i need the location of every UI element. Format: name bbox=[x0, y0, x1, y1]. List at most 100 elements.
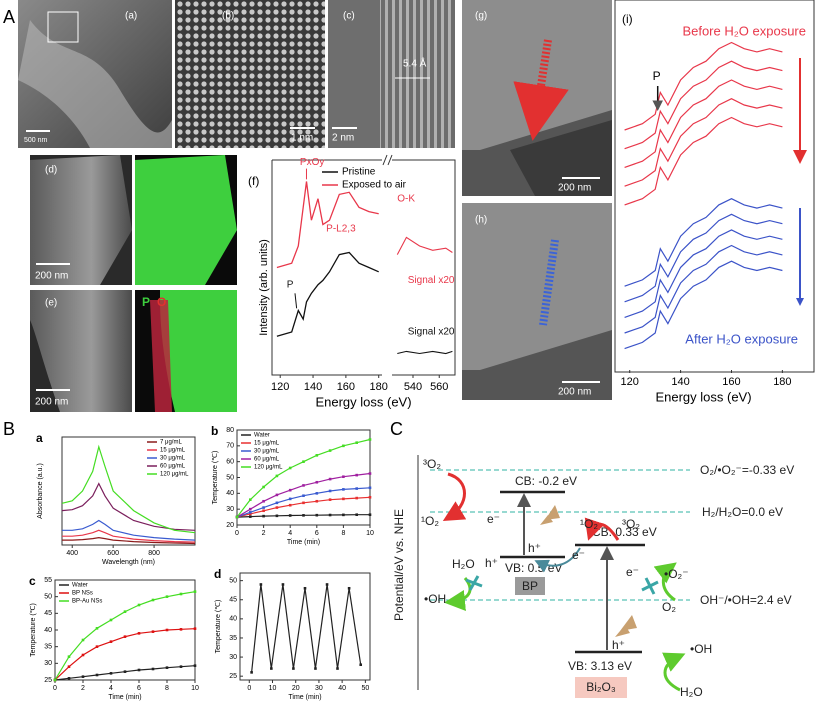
image-a: (a) 500 nm bbox=[18, 0, 172, 148]
x-axis-label: Wavelength (nm) bbox=[102, 559, 155, 566]
image-h: (h) 200 nm bbox=[462, 203, 612, 400]
legend-label: 30 μg/mL bbox=[160, 456, 186, 462]
y-tick-label: 50 bbox=[44, 594, 52, 601]
species: •OH bbox=[424, 592, 446, 606]
scale-label: 200 nm bbox=[558, 183, 591, 194]
panel-label: b bbox=[211, 424, 218, 438]
x-axis-label: Time (min) bbox=[288, 694, 321, 701]
reaction-arrow bbox=[662, 652, 686, 692]
y-tick-label: 30 bbox=[229, 654, 237, 661]
marker bbox=[275, 514, 279, 518]
species: H₂O bbox=[680, 685, 703, 699]
marker bbox=[249, 515, 252, 518]
annotation: O-K bbox=[397, 193, 415, 204]
x-tick-label: 560 bbox=[430, 381, 448, 393]
annotation-arrow bbox=[294, 293, 298, 309]
y-tick-label: 25 bbox=[44, 677, 52, 684]
species: ³O₂ bbox=[423, 457, 441, 471]
series-line bbox=[62, 529, 196, 543]
marker bbox=[81, 638, 85, 642]
legend-label: Water bbox=[72, 583, 88, 589]
marker bbox=[336, 667, 339, 670]
marker bbox=[151, 598, 155, 602]
axis-label: Potential/eV vs. NHE bbox=[392, 509, 406, 621]
scale-label: 200 nm bbox=[35, 271, 68, 282]
y-axis-label: Temperature (℃) bbox=[215, 600, 222, 654]
series-line bbox=[62, 519, 196, 541]
image-g: (g) 200 nm bbox=[462, 0, 612, 196]
material-box bbox=[575, 677, 627, 698]
spectrum bbox=[624, 229, 783, 318]
marker bbox=[303, 586, 307, 590]
spectrum bbox=[624, 260, 783, 350]
phosphorus-signal bbox=[160, 290, 237, 412]
species: h⁺ bbox=[485, 556, 498, 570]
species: e⁻ bbox=[487, 512, 500, 526]
reaction-arrow bbox=[442, 472, 467, 522]
x-tick-label: 10 bbox=[191, 685, 199, 692]
series-line-right bbox=[396, 236, 453, 255]
marker bbox=[355, 496, 358, 500]
annotation: Before H₂O exposure bbox=[682, 23, 806, 38]
lattice-fringes bbox=[380, 0, 455, 148]
image-b: (b) 1 nm bbox=[175, 0, 325, 148]
marker bbox=[262, 485, 265, 489]
marker bbox=[302, 494, 305, 498]
y-tick-label: 40 bbox=[229, 616, 237, 623]
y-tick-label: 50 bbox=[226, 474, 234, 481]
plot-frame bbox=[61, 436, 196, 546]
marker bbox=[67, 677, 71, 680]
x-tick-label: 120 bbox=[271, 381, 289, 393]
band-label: CB: -0.2 eV bbox=[515, 474, 577, 488]
reaction-arrow bbox=[653, 562, 677, 602]
legend-label: 15 μg/mL bbox=[160, 448, 186, 454]
marker bbox=[359, 663, 363, 667]
plot-frame bbox=[239, 572, 371, 681]
marker bbox=[179, 665, 183, 668]
material-box bbox=[515, 577, 545, 595]
series-line bbox=[61, 482, 196, 531]
x-tick-label: 20 bbox=[292, 685, 300, 692]
band-label: VB: 3.13 eV bbox=[568, 659, 632, 673]
spectrum bbox=[624, 41, 783, 131]
marker bbox=[249, 511, 252, 514]
marker bbox=[288, 466, 292, 470]
species: ¹O₂ bbox=[580, 517, 598, 531]
cross-icon bbox=[465, 575, 483, 591]
marker bbox=[342, 488, 345, 491]
scale-label: 2 nm bbox=[332, 133, 354, 144]
x-tick-label: 40 bbox=[338, 685, 346, 692]
y-tick-label: 35 bbox=[44, 644, 52, 651]
marker bbox=[81, 675, 85, 678]
spectrum bbox=[624, 244, 783, 334]
series-line bbox=[276, 251, 379, 337]
panel-label: d bbox=[214, 567, 221, 581]
axis-break bbox=[382, 154, 393, 166]
marker bbox=[249, 498, 252, 501]
y-axis-label: Temperature (℃) bbox=[30, 603, 37, 657]
marker bbox=[315, 499, 319, 503]
legend-label: BP NSs bbox=[72, 591, 93, 597]
marker bbox=[342, 513, 345, 517]
marker bbox=[328, 489, 332, 493]
annotation: PxOy bbox=[300, 157, 324, 168]
y-tick-label: 35 bbox=[229, 635, 237, 642]
x-tick-label: 6 bbox=[137, 685, 141, 692]
marker bbox=[235, 515, 239, 519]
marker bbox=[109, 640, 113, 643]
marker bbox=[288, 488, 292, 492]
marker bbox=[368, 472, 372, 475]
marker bbox=[342, 444, 345, 448]
x-tick-label: 140 bbox=[671, 376, 689, 388]
legend-label: 30 μg/mL bbox=[254, 449, 280, 455]
species: h⁺ bbox=[528, 541, 541, 555]
marker bbox=[262, 499, 265, 503]
marker bbox=[302, 460, 305, 463]
marker bbox=[315, 513, 319, 517]
y-tick-label: 60 bbox=[226, 459, 234, 466]
legend-label: Exposed to air bbox=[342, 180, 407, 191]
marker bbox=[193, 627, 197, 630]
x-axis-label: Energy loss (eV) bbox=[655, 389, 751, 404]
y-tick-label: 40 bbox=[226, 490, 234, 497]
panel-label: (f) bbox=[248, 174, 259, 188]
